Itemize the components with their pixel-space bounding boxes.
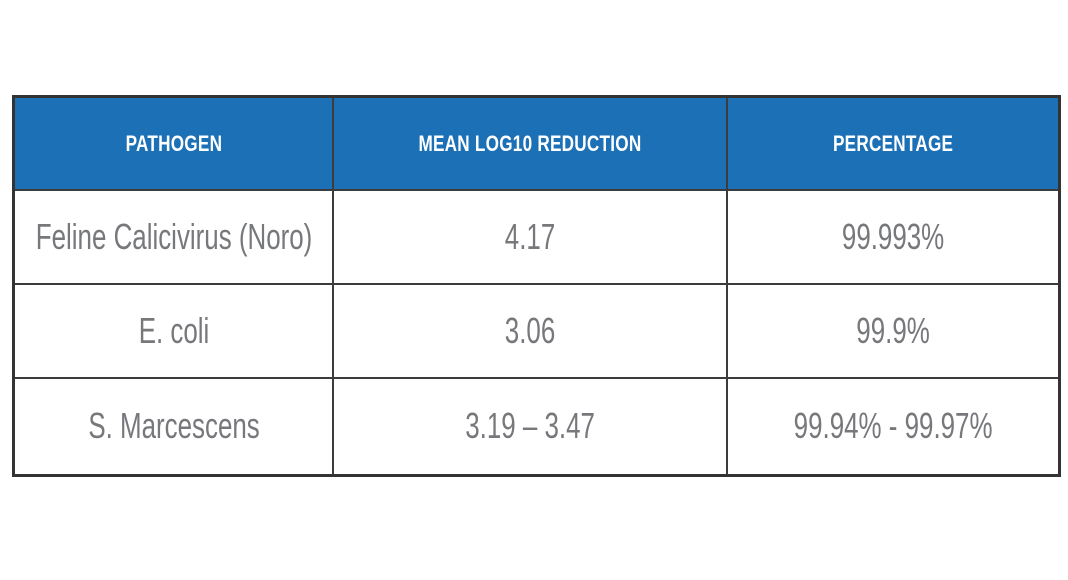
table-row-1-percentage-cell: 99.993%	[727, 191, 1058, 285]
table-row-1-pathogen-cell: Feline Calicivirus (Noro)	[15, 191, 335, 285]
table-row-2-pathogen-cell: E. coli	[15, 284, 335, 379]
row-1-mean-log10-reduction: 4.17	[504, 215, 556, 257]
table-row-2-percentage-cell: 99.9%	[727, 285, 1058, 379]
row-3-mean-log10-reduction: 3.19 – 3.47	[465, 405, 595, 447]
table-row-3-reduction-cell: 3.19 – 3.47	[334, 378, 728, 474]
table-row-1-reduction-cell: 4.17	[334, 191, 728, 285]
row-2-mean-log10-reduction: 3.06	[504, 309, 556, 351]
table-row-3-percentage-cell: 99.94% - 99.97%	[728, 379, 1058, 474]
header-label-percentage: PERCENTAGE	[832, 130, 954, 156]
header-cell-percentage: PERCENTAGE	[727, 98, 1058, 192]
table-row-3-pathogen-cell: S. Marcescens	[15, 378, 335, 474]
row-2-percentage: 99.9%	[856, 309, 930, 351]
row-2-pathogen: E. coli	[138, 309, 209, 351]
header-cell-mean-log10-reduction: MEAN LOG10 REDUCTION	[334, 98, 728, 192]
header-label-mean-log10-reduction: MEAN LOG10 REDUCTION	[418, 130, 642, 156]
row-3-pathogen: S. Marcescens	[87, 405, 260, 447]
row-3-percentage: 99.94% - 99.97%	[793, 405, 993, 447]
pathogen-reduction-table: PATHOGEN MEAN LOG10 REDUCTION PERCENTAGE…	[12, 95, 1061, 477]
row-1-percentage: 99.993%	[841, 215, 945, 257]
header-label-pathogen: PATHOGEN	[125, 130, 222, 156]
header-cell-pathogen: PATHOGEN	[15, 98, 335, 192]
table-row-2-reduction-cell: 3.06	[334, 284, 728, 379]
row-1-pathogen: Feline Calicivirus (Noro)	[35, 215, 312, 257]
